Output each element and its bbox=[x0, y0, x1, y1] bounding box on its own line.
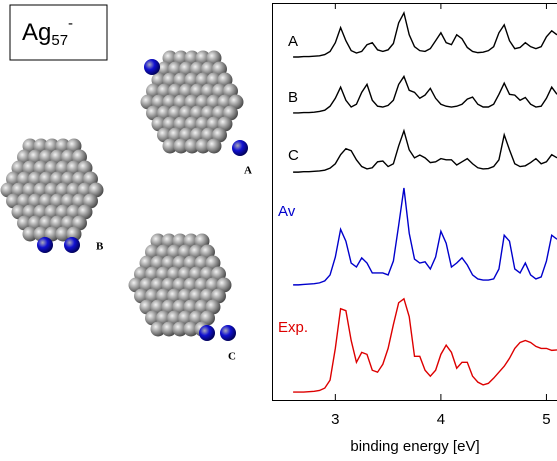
x-tick-label: 4 bbox=[437, 411, 445, 428]
atom-blue bbox=[64, 237, 80, 253]
cluster-label: A bbox=[244, 165, 252, 177]
atom-blue bbox=[37, 237, 53, 253]
atom-blue bbox=[144, 59, 160, 75]
atom-blue bbox=[220, 325, 236, 341]
series-label: Av bbox=[278, 203, 296, 220]
atom-blue bbox=[199, 325, 215, 341]
figure: Ag57- ABC binding energy [eV] 345ABCAvEx… bbox=[0, 0, 557, 461]
x-tick-label: 3 bbox=[331, 411, 339, 428]
spectrum-line bbox=[293, 13, 557, 57]
plot-frame bbox=[273, 4, 557, 401]
spectrum-line bbox=[293, 76, 557, 113]
series-label: Exp. bbox=[278, 319, 308, 336]
x-tick-label: 5 bbox=[542, 411, 550, 428]
spectrum-line bbox=[293, 299, 557, 392]
cluster-label: B bbox=[96, 241, 104, 253]
atom-blue bbox=[232, 140, 248, 156]
cluster-label: C bbox=[228, 351, 236, 363]
series-label: B bbox=[288, 89, 298, 106]
spectrum-line bbox=[293, 131, 557, 172]
x-axis-label: binding energy [eV] bbox=[350, 438, 479, 455]
series-label: C bbox=[288, 147, 299, 164]
series-label: A bbox=[288, 33, 298, 50]
cluster-images: A B C bbox=[1, 51, 253, 363]
atom bbox=[207, 139, 222, 154]
spectrum-line bbox=[293, 188, 557, 285]
